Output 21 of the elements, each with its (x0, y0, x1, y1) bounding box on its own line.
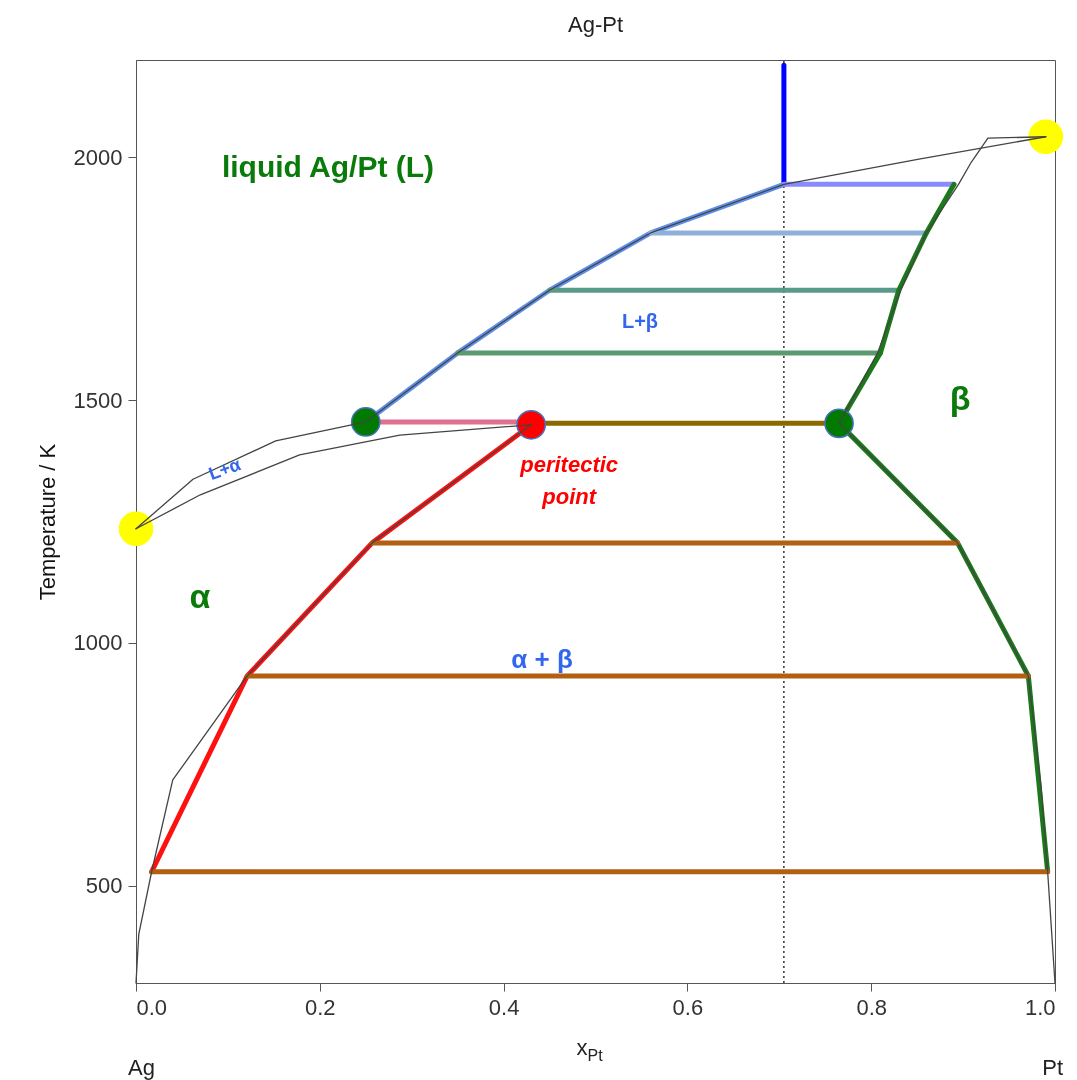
x-tick-label: 0.2 (305, 994, 336, 1020)
annotation: α (189, 577, 211, 615)
annotation: α + β (511, 644, 573, 674)
annotation: β (949, 379, 971, 417)
x-tick-label: 1.0 (1024, 994, 1056, 1020)
annotation: liquid Ag/Pt (L) (221, 150, 435, 183)
x-tick-label: 0.6 (672, 994, 704, 1020)
x-tick-label: 0.4 (488, 994, 520, 1020)
annotation: L+α (205, 454, 244, 485)
annotation: L+β (621, 310, 659, 332)
annotation: peritectic point (519, 451, 619, 509)
text: Pt (1042, 1055, 1063, 1080)
x-tick-label: 0.0 (136, 994, 168, 1020)
text: Ag (128, 1055, 155, 1080)
y-tick-label: 500 (85, 873, 123, 899)
y-tick-label: 2000 (73, 144, 123, 170)
y-tick-label: 1500 (73, 387, 123, 413)
y-axis-title: Temperature / K (34, 443, 60, 601)
chart-title: Ag-Pt (567, 12, 624, 38)
x-tick-label: 0.8 (856, 994, 887, 1020)
y-tick-label: 1000 (73, 630, 123, 656)
